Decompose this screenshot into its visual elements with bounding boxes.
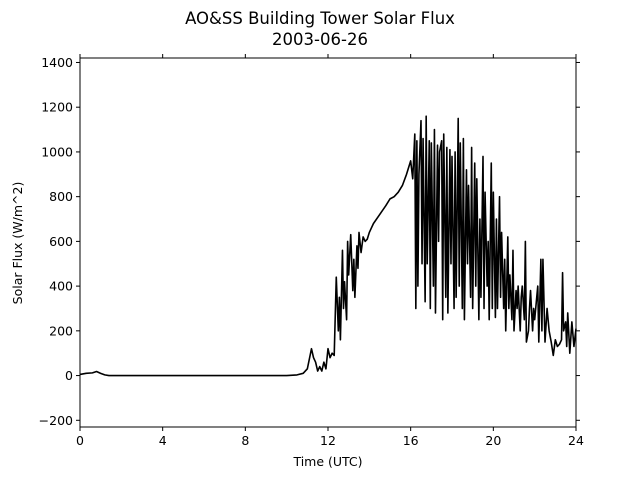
x-tick-label: 24 [568,433,584,448]
y-tick-label: 1400 [41,55,73,70]
y-tick-label: −200 [39,413,73,428]
solar-flux-series-line [79,115,577,377]
y-tick-label: 0 [65,368,73,383]
plot-frame [79,57,577,428]
y-tick-label: 1200 [41,100,73,115]
x-tick-label: 8 [241,433,249,448]
x-axis-label: Time (UTC) [292,454,362,469]
x-tick-label: 16 [403,433,419,448]
y-axis-label: Solar Flux (W/m^2) [10,182,25,305]
y-tick-label: 200 [49,323,73,338]
x-tick-label: 4 [159,433,167,448]
plot-area [79,115,577,377]
y-tick-label: 600 [49,234,73,249]
x-tick-label: 20 [485,433,501,448]
x-tick-label: 12 [320,433,336,448]
chart-subtitle: 2003-06-26 [272,30,368,49]
y-tick-label: 400 [49,279,73,294]
y-tick-label: 1000 [41,144,73,159]
y-tick-label: 800 [49,189,73,204]
chart-title: AO&SS Building Tower Solar Flux [185,9,455,28]
x-tick-label: 0 [76,433,84,448]
